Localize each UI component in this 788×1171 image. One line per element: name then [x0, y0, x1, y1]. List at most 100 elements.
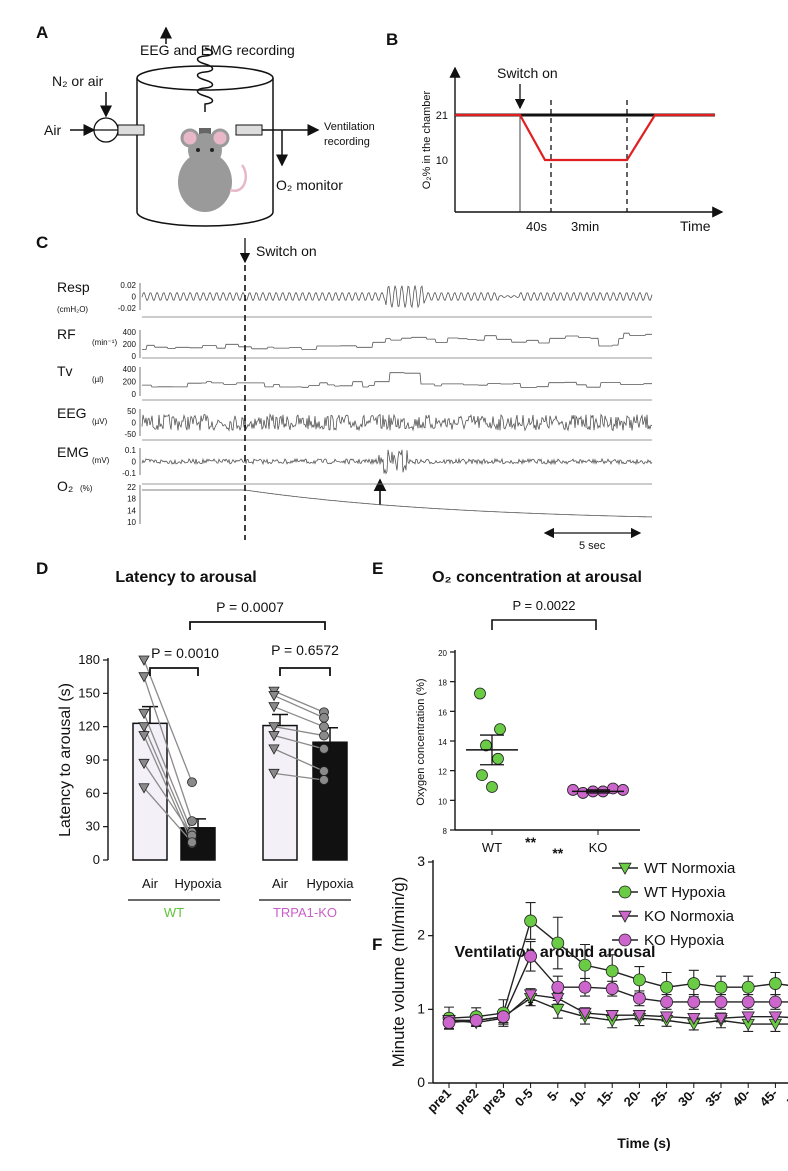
panel-label: E: [372, 559, 383, 578]
bracket: [491, 619, 597, 630]
data-point: [578, 980, 592, 994]
series-line: [448, 919, 788, 1019]
trace-name: RF: [57, 326, 76, 342]
pair-line: [143, 713, 193, 833]
error-bar: [480, 734, 504, 766]
trace-unit: (µV): [92, 417, 108, 426]
x-label: Time (s): [617, 1135, 670, 1151]
annotation: **: [525, 834, 536, 850]
y-tick-label: 20: [438, 649, 447, 658]
data-point: [319, 712, 329, 723]
chamber-top: [136, 65, 274, 91]
panel-label: D: [36, 559, 48, 578]
y-label: Oxygen concentration (%): [415, 678, 427, 805]
data-point: [319, 721, 329, 732]
tick-label: 0: [132, 419, 137, 428]
charts: D Latency to arousal0306090120150180Laten…: [36, 559, 788, 1151]
annotation: P = 0.0010: [151, 645, 219, 661]
y-tick-label: 60: [86, 785, 100, 800]
bar: [132, 722, 168, 861]
data-point: [660, 995, 673, 1009]
mouse: [178, 128, 247, 212]
y-tick-label: 0: [417, 1074, 425, 1090]
legend-label: KO Hypoxia: [644, 932, 725, 949]
legend-marker: [618, 933, 632, 947]
y-tick-label: 10: [438, 797, 447, 806]
tick-label: -50: [124, 430, 136, 439]
data-point: [551, 936, 565, 950]
data-point: [605, 982, 619, 996]
tick-label: 0.02: [120, 281, 136, 290]
trace-name: Tv: [57, 363, 73, 379]
x-tick-label: KO: [589, 840, 608, 855]
pair-line: [143, 726, 193, 839]
bar: [262, 724, 298, 861]
data-point: [741, 980, 755, 994]
data-point: [138, 708, 150, 720]
signal-trace: [142, 372, 652, 388]
chart-title: Latency to arousal: [115, 569, 256, 586]
air-label: Air: [44, 122, 61, 138]
data-point: [268, 768, 280, 780]
pair-line: [273, 748, 325, 772]
data-point: [523, 989, 538, 1002]
data-point: [486, 781, 498, 793]
pair-line: [273, 726, 325, 737]
data-point: [714, 995, 728, 1009]
port: [235, 124, 263, 136]
data-point: [617, 784, 629, 796]
trace-unit: (mV): [92, 456, 110, 465]
signal-trace: [142, 332, 652, 350]
y-tick-label: 18: [438, 679, 447, 688]
signal-trace: [141, 449, 653, 475]
x-tick-label: 40-: [729, 1086, 753, 1110]
trace-unit: (cmH₂O): [57, 305, 88, 314]
trace-unit: (µl): [92, 375, 104, 384]
trace-unit: (min⁻¹): [92, 338, 117, 347]
bracket: [189, 621, 326, 630]
bar: [312, 741, 348, 861]
data-point: [319, 730, 329, 741]
legend-label: WT Hypoxia: [644, 884, 726, 901]
tick-label: 400: [123, 365, 137, 374]
panel-a: A EEG and EMG recording N₂ or air Air Ve…: [36, 23, 375, 227]
data-point: [319, 775, 329, 785]
annotation: P = 0.6572: [271, 642, 339, 658]
x-mark: 40s: [526, 219, 547, 234]
x-tick-label: 30-: [675, 1086, 699, 1110]
data-point: [469, 1013, 483, 1027]
data-point: [714, 1012, 728, 1025]
data-point: [319, 766, 329, 777]
trace-name: EMG: [57, 444, 89, 460]
x-tick-label: pre2: [451, 1086, 481, 1116]
data-point: [187, 816, 197, 827]
data-point: [687, 977, 701, 990]
data-point: [567, 784, 579, 796]
pair-line: [273, 734, 325, 750]
x-tick-label: pre1: [424, 1086, 454, 1116]
tick-label: 0.1: [125, 446, 137, 455]
x-tick-label: WT: [482, 840, 502, 855]
data-point: [187, 777, 197, 788]
data-point: [551, 993, 565, 1006]
x-tick-label: 50-: [784, 1086, 788, 1110]
y-label: O₂% in the chamber: [421, 90, 433, 189]
pair-line: [143, 787, 193, 843]
pair-line: [273, 772, 325, 781]
trace-name: EEG: [57, 405, 87, 421]
annotation: **: [552, 845, 563, 861]
legend-label: KO Normoxia: [644, 908, 735, 925]
x-tick-label: 35-: [702, 1086, 726, 1110]
chart-title: O₂ concentration at arousal: [432, 569, 642, 586]
tick-label: 0: [132, 458, 137, 467]
legend-marker: [618, 885, 632, 899]
pair-line: [273, 694, 325, 719]
o2-profile: [455, 113, 715, 162]
chamber: [136, 78, 274, 227]
bar: [180, 827, 216, 861]
tick-label: 10: [127, 518, 136, 527]
y-tick-label: 16: [438, 708, 447, 717]
pair-line: [143, 676, 193, 822]
